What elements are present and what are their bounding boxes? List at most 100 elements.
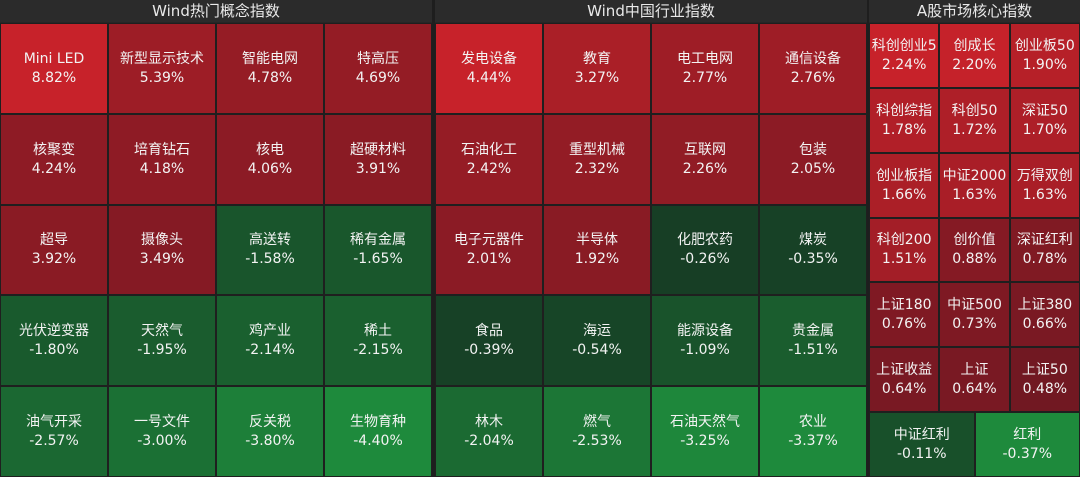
tile-name: 中证2000 <box>942 167 1007 184</box>
heatmap-tile: Mini LED 8.82% <box>0 23 108 114</box>
tile-value: 1.72% <box>952 121 997 138</box>
tile-value: 4.24% <box>31 160 77 177</box>
heatmap-tile: 培育钻石 4.18% <box>108 113 216 205</box>
heatmap-tile: 科创50 1.72% <box>939 87 1010 153</box>
tile-value: 1.66% <box>881 186 927 203</box>
heatmap-tile: 食品 -0.39% <box>435 295 543 387</box>
tile-value: 4.44% <box>466 69 512 86</box>
heatmap-tile: 上证180 0.76% <box>869 282 940 348</box>
tile-name: 燃气 <box>583 414 611 431</box>
tile-name: 摄像头 <box>141 232 183 249</box>
heatmap-tile: 发电设备 4.44% <box>435 23 543 114</box>
heatmap-tile: 智能电网 4.78% <box>216 23 324 114</box>
tile-value: -3.25% <box>680 433 730 450</box>
tile-name: 生物育种 <box>350 414 406 431</box>
heatmap-tile: 稀有金属 -1.65% <box>324 204 432 296</box>
tile-name: 科创200 <box>876 232 932 249</box>
heatmap-tile: 上证收益 0.64% <box>869 347 940 413</box>
tile-value: 1.63% <box>952 186 997 203</box>
heatmap-tile: 核电 4.06% <box>216 113 324 205</box>
heatmap-tile: 鸡产业 -2.14% <box>216 295 324 387</box>
tile-value: 4.06% <box>247 160 293 177</box>
heatmap-tile: 创成长 2.20% <box>939 23 1010 88</box>
tile-name: 食品 <box>475 323 503 340</box>
heatmap-tile: 反关税 -3.80% <box>216 386 324 477</box>
tile-name: 包装 <box>799 141 827 158</box>
tile-name: 鸡产业 <box>249 323 291 340</box>
tile-value: 3.92% <box>31 251 77 268</box>
tile-name: 中证红利 <box>893 427 950 444</box>
tile-value: 4.18% <box>139 160 185 177</box>
tile-value: 4.78% <box>247 69 293 86</box>
heatmap-tile: 万得双创 1.63% <box>1009 152 1080 218</box>
heatmap-tile: 科创200 1.51% <box>869 217 940 283</box>
tile-name: 红利 <box>1013 427 1042 444</box>
heatmap-tile: 林木 -2.04% <box>435 386 543 477</box>
tile-value: -4.40% <box>353 433 403 450</box>
tile-value: -0.35% <box>788 251 838 268</box>
tile-value: 2.32% <box>574 160 620 177</box>
tile-name: 石油化工 <box>461 141 517 158</box>
heatmap-tile: 半导体 1.92% <box>543 204 651 296</box>
tile-value: -0.37% <box>1002 446 1053 463</box>
heatmap-tile: 石油天然气 -3.25% <box>651 386 759 477</box>
tile-value: -2.04% <box>464 433 514 450</box>
tile-value: -0.26% <box>680 251 730 268</box>
tile-value: 1.90% <box>1022 56 1068 73</box>
heatmap-tile: 特高压 4.69% <box>324 23 432 114</box>
tile-name: 发电设备 <box>461 50 517 67</box>
tile-name: 培育钻石 <box>134 141 190 158</box>
tile-value: -1.95% <box>137 342 187 359</box>
tile-name: 特高压 <box>357 50 399 67</box>
panel-concept-index: Wind热门概念指数 Mini LED 8.82% 新型显示技术 5.39% 智能电网 4… <box>0 0 432 477</box>
tile-value: -1.09% <box>680 342 730 359</box>
tile-name: 万得双创 <box>1016 167 1073 184</box>
tile-value: -2.14% <box>245 342 295 359</box>
tile-value: 0.64% <box>952 381 997 398</box>
tile-name: 反关税 <box>249 414 291 431</box>
tile-name: 电工电网 <box>677 50 733 67</box>
heatmap-tile: 上证50 0.48% <box>1009 347 1080 413</box>
tile-value: -0.54% <box>572 342 622 359</box>
heatmap-tile: 电工电网 2.77% <box>651 23 759 114</box>
heatmap-tile: 创业板指 1.66% <box>869 152 940 218</box>
heatmap-tile: 摄像头 3.49% <box>108 204 216 296</box>
tile-value: -1.51% <box>788 342 838 359</box>
tile-value: 2.01% <box>466 251 512 268</box>
tile-value: 1.78% <box>881 121 927 138</box>
heatmap-tile: 贵金属 -1.51% <box>759 295 867 387</box>
tile-value: -3.80% <box>245 433 295 450</box>
heatmap-tile: 油气开采 -2.57% <box>0 386 108 477</box>
tile-name: 贵金属 <box>792 323 834 340</box>
heatmap-tile: 一号文件 -3.00% <box>108 386 216 477</box>
tile-value: -2.53% <box>572 433 622 450</box>
tile-name: 能源设备 <box>677 323 733 340</box>
heatmap-tile: 电子元器件 2.01% <box>435 204 543 296</box>
heatmap-tile: 科创创业5 2.24% <box>869 23 940 88</box>
tile-value: -0.39% <box>464 342 514 359</box>
tile-value: 0.88% <box>952 251 997 268</box>
tile-value: 2.77% <box>682 69 728 86</box>
tile-name: 上证收益 <box>876 362 933 379</box>
heatmap-tile: 农业 -3.37% <box>759 386 867 477</box>
tile-value: -1.80% <box>29 342 79 359</box>
heatmap-tile: 超导 3.92% <box>0 204 108 296</box>
panel-title: Wind热门概念指数 <box>0 0 432 22</box>
tile-value: 3.49% <box>139 251 185 268</box>
heatmap-tile: 煤炭 -0.35% <box>759 204 867 296</box>
tile-name: 新型显示技术 <box>120 50 204 67</box>
tile-name: 海运 <box>583 323 611 340</box>
tile-value: 2.42% <box>466 160 512 177</box>
tile-name: 上证50 <box>1021 362 1068 379</box>
tile-value: 2.24% <box>881 56 927 73</box>
tile-name: 创业板50 <box>1014 37 1075 54</box>
heatmap-tile: 光伏逆变器 -1.80% <box>0 295 108 387</box>
tile-value: 2.76% <box>790 69 836 86</box>
tile-name: 石油天然气 <box>670 414 740 431</box>
tile-value: 0.66% <box>1022 316 1068 333</box>
panel-title: Wind中国行业指数 <box>435 0 867 22</box>
heatmap-tile: 深证红利 0.78% <box>1009 217 1080 283</box>
tile-value: 3.27% <box>574 69 620 86</box>
tile-value: -3.37% <box>788 433 838 450</box>
heatmap-tile: 超硬材料 3.91% <box>324 113 432 205</box>
